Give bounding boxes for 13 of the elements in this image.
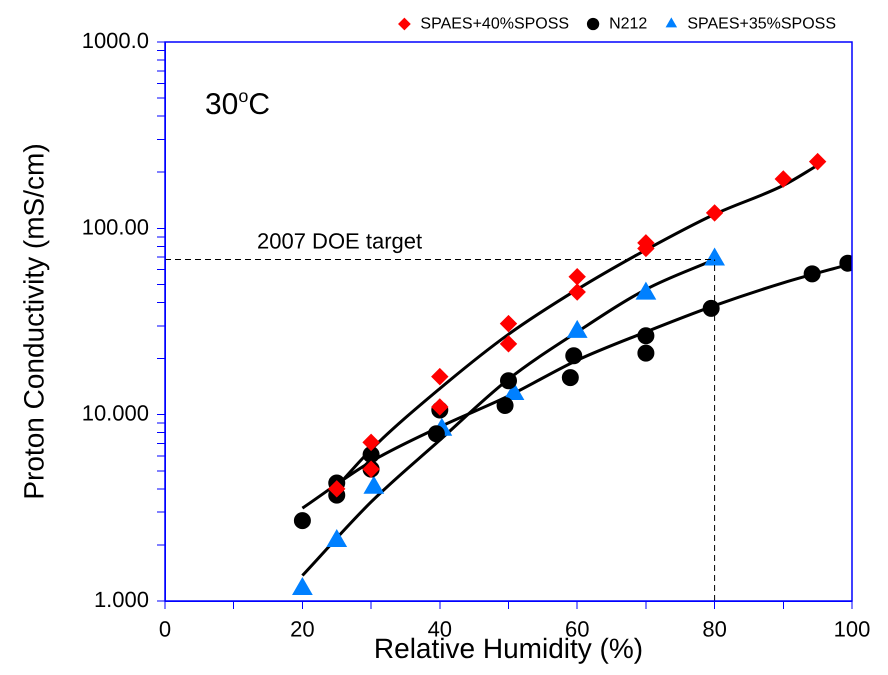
y-tick-label: 1000.0 xyxy=(82,28,149,54)
ref-line-label: 2007 DOE target xyxy=(257,228,422,254)
legend-label: SPAES+40%SPOSS xyxy=(420,15,570,32)
y-axis-title: Proton Conductivity (mS/cm) xyxy=(18,143,50,500)
x-tick-label: 20 xyxy=(290,616,315,642)
x-tick-label: 100 xyxy=(834,616,870,642)
y-tick-label: 10.000 xyxy=(82,400,149,426)
legend-label: SPAES+35%SPOSS xyxy=(687,15,836,32)
x-tick-label: 0 xyxy=(158,616,172,642)
y-tick-label: 1.000 xyxy=(94,587,149,612)
y-tick-label: 100.00 xyxy=(82,214,149,240)
x-tick-label: 80 xyxy=(702,616,727,642)
legend-label: N212 xyxy=(609,15,648,32)
